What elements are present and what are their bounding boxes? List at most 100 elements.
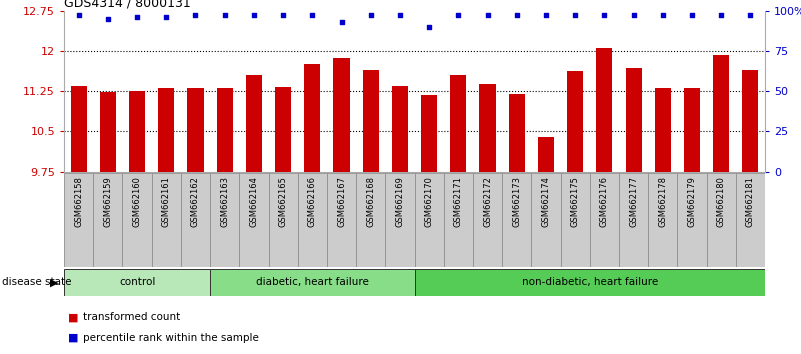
Bar	[187, 88, 203, 172]
Bar	[415, 173, 444, 267]
Text: GSM662167: GSM662167	[337, 176, 346, 227]
Point	[306, 13, 319, 18]
Bar	[385, 173, 415, 267]
Bar	[239, 173, 268, 267]
Text: GDS4314 / 8000131: GDS4314 / 8000131	[64, 0, 191, 10]
Text: disease state: disease state	[2, 277, 71, 287]
Point	[72, 13, 85, 18]
Point	[481, 13, 494, 18]
Bar	[421, 95, 437, 172]
Point	[510, 13, 523, 18]
Bar	[70, 86, 87, 172]
Bar	[100, 92, 116, 172]
Point	[219, 13, 231, 18]
Text: GSM662180: GSM662180	[717, 176, 726, 227]
Bar	[268, 173, 298, 267]
Point	[102, 16, 115, 22]
Bar	[567, 71, 583, 172]
Bar	[626, 68, 642, 172]
Point	[598, 13, 610, 18]
Bar	[509, 94, 525, 172]
Bar	[480, 84, 496, 172]
Bar	[706, 173, 736, 267]
Text: non-diabetic, heart failure: non-diabetic, heart failure	[521, 277, 658, 287]
Point	[686, 13, 698, 18]
Text: GSM662163: GSM662163	[220, 176, 229, 227]
Point	[189, 13, 202, 18]
Bar	[181, 173, 210, 267]
Bar	[502, 173, 531, 267]
Point	[393, 13, 406, 18]
Text: GSM662160: GSM662160	[133, 176, 142, 227]
Bar	[333, 58, 349, 172]
Text: GSM662172: GSM662172	[483, 176, 492, 227]
Point	[248, 13, 260, 18]
Bar	[561, 173, 590, 267]
Text: GSM662169: GSM662169	[396, 176, 405, 227]
Bar	[64, 269, 210, 296]
Bar	[123, 173, 151, 267]
Text: GSM662177: GSM662177	[629, 176, 638, 227]
Bar	[210, 173, 239, 267]
Text: GSM662166: GSM662166	[308, 176, 317, 227]
Bar	[736, 173, 765, 267]
Text: diabetic, heart failure: diabetic, heart failure	[256, 277, 368, 287]
Text: GSM662176: GSM662176	[600, 176, 609, 227]
Bar	[648, 173, 678, 267]
Point	[714, 13, 727, 18]
Text: GSM662158: GSM662158	[74, 176, 83, 227]
Bar	[356, 173, 385, 267]
Bar	[304, 64, 320, 172]
Text: percentile rank within the sample: percentile rank within the sample	[83, 332, 259, 343]
Point	[452, 13, 465, 18]
Text: GSM662168: GSM662168	[366, 176, 375, 227]
Bar	[159, 88, 175, 172]
Point	[160, 14, 173, 20]
Bar	[531, 173, 561, 267]
Bar	[210, 269, 415, 296]
Bar	[619, 173, 648, 267]
Bar	[64, 173, 765, 267]
Bar	[678, 173, 706, 267]
Bar	[684, 88, 700, 172]
Bar	[363, 70, 379, 172]
Text: GSM662164: GSM662164	[249, 176, 259, 227]
Text: GSM662171: GSM662171	[454, 176, 463, 227]
Bar	[64, 173, 93, 267]
Bar	[713, 55, 729, 172]
Point	[627, 13, 640, 18]
Point	[540, 13, 553, 18]
Point	[569, 13, 582, 18]
Point	[656, 13, 669, 18]
Text: GSM662165: GSM662165	[279, 176, 288, 227]
Bar	[596, 48, 613, 172]
Text: GSM662175: GSM662175	[570, 176, 580, 227]
Bar	[151, 173, 181, 267]
Point	[744, 13, 757, 18]
Text: GSM662178: GSM662178	[658, 176, 667, 227]
Text: GSM662174: GSM662174	[541, 176, 550, 227]
Text: GSM662181: GSM662181	[746, 176, 755, 227]
Text: GSM662173: GSM662173	[512, 176, 521, 227]
Bar	[590, 173, 619, 267]
Text: control: control	[119, 277, 155, 287]
Point	[276, 13, 289, 18]
Text: GSM662170: GSM662170	[425, 176, 433, 227]
Bar	[129, 91, 145, 172]
Bar	[93, 173, 123, 267]
Text: GSM662159: GSM662159	[103, 176, 112, 227]
Text: GSM662179: GSM662179	[687, 176, 696, 227]
Text: transformed count: transformed count	[83, 312, 179, 322]
Bar	[743, 70, 759, 172]
Bar	[327, 173, 356, 267]
Point	[423, 24, 436, 30]
Bar	[298, 173, 327, 267]
Bar	[275, 87, 291, 172]
Bar	[216, 88, 233, 172]
Bar	[450, 75, 466, 172]
Bar	[654, 88, 670, 172]
Bar	[392, 86, 408, 172]
Bar	[246, 75, 262, 172]
Point	[364, 13, 377, 18]
Text: GSM662161: GSM662161	[162, 176, 171, 227]
